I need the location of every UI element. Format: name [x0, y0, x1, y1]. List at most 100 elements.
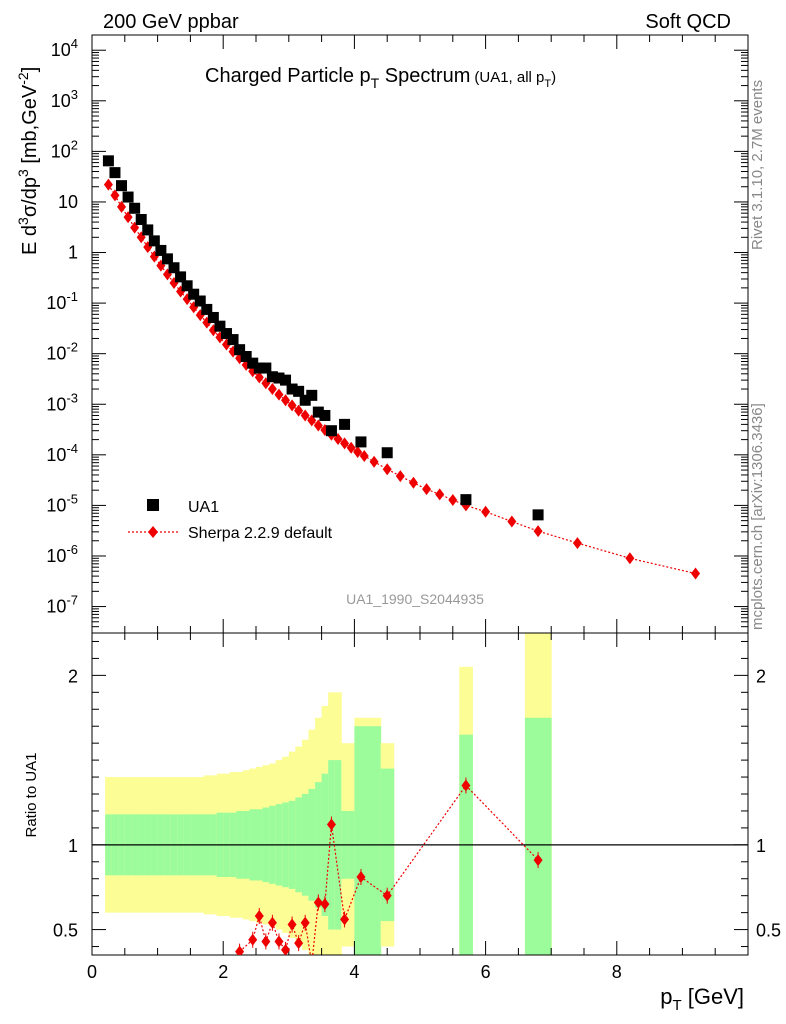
plot-title-main-sub: T: [371, 75, 380, 91]
y-tick-label: 10: [58, 192, 78, 212]
sherpa-point: [507, 515, 517, 528]
ua1-point: [240, 350, 252, 362]
ua1-point: [532, 509, 544, 521]
ua1-point: [286, 383, 298, 395]
y-tick-label: 10-1: [46, 289, 78, 313]
ratio-point: [340, 913, 350, 926]
ua1-point: [299, 394, 311, 406]
y-tick-label-base: 1: [68, 243, 78, 263]
x-axis-label-p: p: [660, 984, 672, 1009]
ratio-y-tick-label-right: 1: [756, 836, 766, 856]
ua1-point: [161, 253, 173, 265]
x-axis-label: pT [GeV]: [660, 984, 744, 1014]
ua1-point: [247, 357, 259, 369]
sherpa-point: [572, 537, 582, 550]
y-tick-label-base: 10: [46, 597, 66, 617]
sherpa-point: [313, 419, 323, 432]
ratio-point: [261, 935, 271, 948]
sherpa-point: [533, 525, 543, 538]
ratio-point: [382, 889, 392, 902]
y-tick-label-exp: 2: [71, 137, 78, 152]
ua1-point: [227, 334, 239, 346]
header-left: 200 GeV ppbar: [103, 11, 239, 33]
ratio-point: [326, 818, 336, 831]
x-tick-label: 2: [218, 962, 228, 982]
ua1-point: [129, 202, 141, 214]
sherpa-point: [117, 200, 127, 213]
sherpa-point: [359, 449, 369, 462]
x-tick-label: 8: [612, 962, 622, 982]
y-tick-label-exp: -7: [66, 593, 78, 608]
plot-title-small: (UA1, all p: [474, 69, 544, 86]
sherpa-point: [353, 445, 363, 458]
ua1-point: [253, 362, 265, 374]
uncertainty-band-inner: [367, 726, 382, 955]
legend-marker-sherpa: [148, 526, 158, 538]
y-tick-label-base: 10: [58, 192, 78, 212]
sherpa-point: [481, 505, 491, 518]
ratio-point: [235, 945, 245, 955]
sherpa-point: [408, 476, 418, 489]
y-tick-label: 103: [51, 87, 78, 111]
ua1-point: [175, 271, 187, 283]
x-tick-label: 6: [481, 962, 491, 982]
upper-frame: [91, 34, 749, 634]
ua1-point: [293, 385, 305, 397]
sherpa-point: [395, 470, 405, 483]
ua1-point: [188, 288, 200, 300]
ua1-point: [273, 372, 285, 384]
legend-label-sherpa: Sherpa 2.2.9 default: [188, 525, 333, 542]
x-axis-label-rest: [GeV]: [682, 984, 744, 1009]
ua1-point: [319, 409, 331, 421]
ratio-point: [461, 779, 471, 792]
x-tick-label: 0: [87, 962, 97, 982]
ratio-y-tick-label-right: 0.5: [756, 921, 781, 941]
sherpa-point: [287, 399, 297, 412]
side-label-bottom: mcplots.cern.ch [arXiv:1306.3436]: [749, 403, 766, 630]
upper-y-label-b-sup: 3: [15, 169, 31, 177]
y-tick-label-exp: 3: [71, 87, 78, 102]
upper-y-label-d: ]: [19, 67, 41, 73]
ua1-point: [122, 191, 134, 203]
ua1-point: [207, 311, 219, 323]
y-tick-label-base: 10: [46, 394, 66, 414]
ratio-y-tick-label-left: 1: [68, 836, 78, 856]
ua1-point: [460, 494, 472, 506]
sherpa-point: [149, 250, 159, 263]
ua1-point: [325, 425, 337, 437]
y-tick-label-exp: -5: [66, 491, 78, 506]
header-right: Soft QCD: [645, 11, 731, 33]
upper-y-label-a: E d: [19, 225, 41, 255]
y-tick-label-base: 10: [46, 445, 66, 465]
ua1-point: [220, 328, 232, 340]
sherpa-point: [422, 483, 432, 496]
sherpa-point: [103, 178, 113, 191]
ua1-point: [280, 374, 292, 386]
ratio-point: [281, 943, 291, 955]
ua1-point: [339, 418, 351, 430]
ua1-point: [260, 362, 272, 374]
ua1-point: [109, 167, 121, 179]
uncertainty-band-inner: [354, 726, 369, 955]
plot-title-small-after: ): [551, 69, 556, 86]
ratio-point: [294, 937, 304, 950]
y-tick-label-exp: -1: [66, 289, 78, 304]
sherpa-point: [294, 404, 304, 417]
y-tick-label-base: 10: [51, 40, 71, 60]
ratio-point: [320, 898, 330, 911]
ratio-point: [533, 854, 543, 867]
sherpa-point: [123, 211, 133, 224]
ratio-y-tick-label-left: 0.5: [53, 921, 78, 941]
ua1-point: [266, 371, 278, 383]
legend-label-ua1: UA1: [188, 499, 219, 516]
ua1-point: [116, 180, 128, 192]
y-tick-label: 10-5: [46, 491, 78, 515]
y-tick-label-base: 10: [51, 141, 71, 161]
ratio-point: [300, 916, 310, 929]
upper-y-label-b: σ/dp: [19, 177, 41, 217]
y-tick-label: 10-4: [46, 441, 78, 465]
ratio-y-tick-label-left: 2: [68, 666, 78, 686]
y-tick-label-exp: -3: [66, 390, 78, 405]
sherpa-point: [340, 437, 350, 450]
